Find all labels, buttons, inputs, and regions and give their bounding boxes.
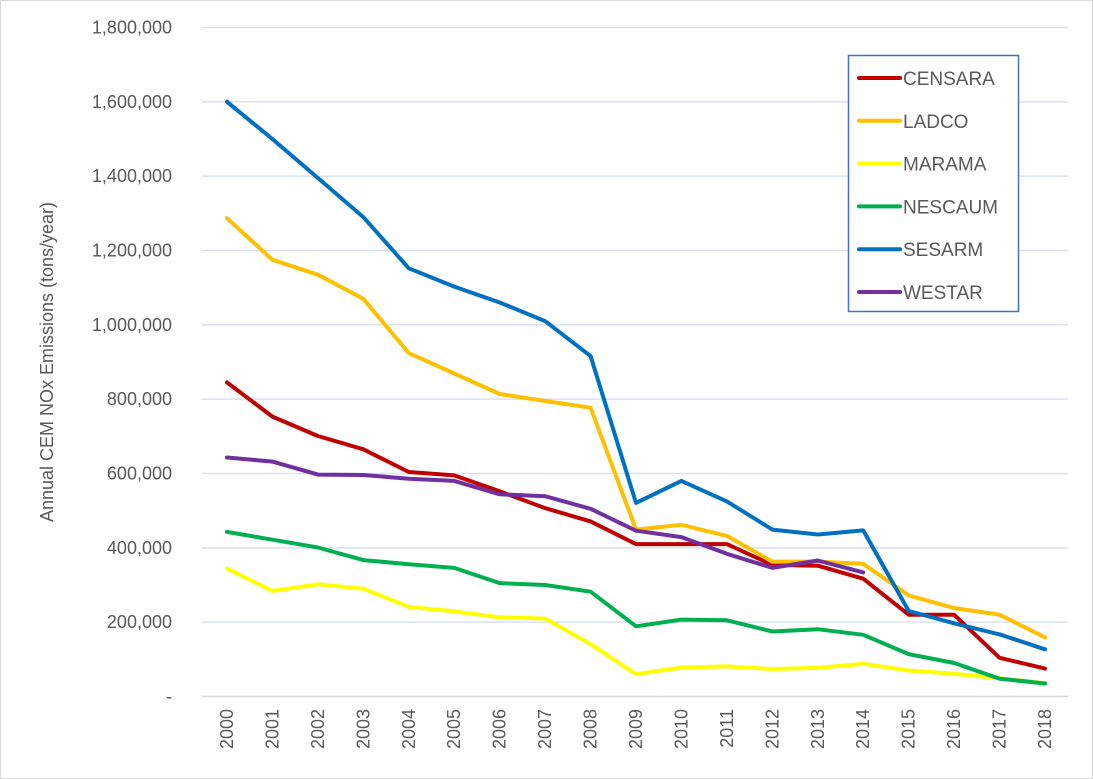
x-tick-label: 2017 [990, 709, 1010, 749]
x-tick-label: 2016 [944, 709, 964, 749]
legend-item-censara: CENSARA [857, 69, 995, 90]
legend-label: SESARM [903, 240, 983, 261]
x-tick-label: 2010 [671, 709, 691, 749]
legend-label: NESCAUM [903, 197, 998, 218]
x-tick-label: 2002 [308, 709, 328, 749]
x-tick-label: 2009 [626, 709, 646, 749]
legend-box [847, 54, 1020, 313]
x-tick-label: 2013 [808, 709, 828, 749]
legend-item-westar: WESTAR [857, 283, 983, 304]
x-tick-label: 2005 [444, 709, 464, 749]
legend-item-nescaum: NESCAUM [857, 197, 998, 218]
y-axis-ticks: - 200,000 400,000 600,000 800,000 1,000,000 1,… [92, 18, 172, 707]
series-line-westar [225, 455, 866, 575]
y-tick-label: - [166, 687, 172, 707]
x-tick-label: 2015 [899, 709, 919, 749]
series-line-nescaum [225, 529, 1047, 686]
y-tick-label: 200,000 [107, 612, 172, 632]
x-tick-label: 2008 [581, 709, 601, 749]
legend-item-sesarm: SESARM [857, 240, 983, 261]
legend-item-marama: MARAMA [857, 155, 987, 176]
x-axis-ticks: 2000 2001 2002 2003 2004 2005 2006 2007 2008 2009… [217, 709, 1055, 749]
series-lines [225, 99, 1047, 686]
legend-label: MARAMA [903, 155, 987, 176]
x-tick-label: 2018 [1035, 709, 1055, 749]
legend-label: CENSARA [903, 69, 995, 90]
x-tick-label: 2004 [399, 709, 419, 749]
series-line-sesarm [225, 99, 1047, 652]
y-tick-label: 1,000,000 [92, 315, 172, 335]
series-line-censara [225, 380, 1047, 671]
x-tick-label: 2003 [353, 709, 373, 749]
y-tick-label: 400,000 [107, 538, 172, 558]
y-axis-title: Annual CEM NOx Emissions (tons/year) [37, 202, 57, 522]
y-tick-label: 1,600,000 [92, 92, 172, 112]
x-tick-label: 2011 [717, 709, 737, 748]
legend-label: LADCO [903, 112, 968, 133]
y-tick-label: 1,800,000 [92, 18, 172, 38]
legend: CENSARA LADCO MARAMA NESCAUM SESARM WESTAR [847, 54, 1020, 313]
series-line-marama [225, 566, 1047, 686]
legend-label: WESTAR [903, 283, 983, 304]
x-tick-label: 2014 [853, 709, 873, 749]
y-tick-label: 800,000 [107, 389, 172, 409]
y-tick-label: 600,000 [107, 464, 172, 484]
x-tick-label: 2007 [535, 709, 555, 749]
y-tick-label: 1,200,000 [92, 241, 172, 261]
legend-item-ladco: LADCO [857, 112, 968, 133]
x-tick-label: 2000 [217, 709, 237, 749]
y-tick-label: 1,400,000 [92, 166, 172, 186]
x-tick-label: 2006 [490, 709, 510, 749]
x-tick-label: 2012 [762, 709, 782, 749]
x-tick-label: 2001 [262, 709, 282, 749]
